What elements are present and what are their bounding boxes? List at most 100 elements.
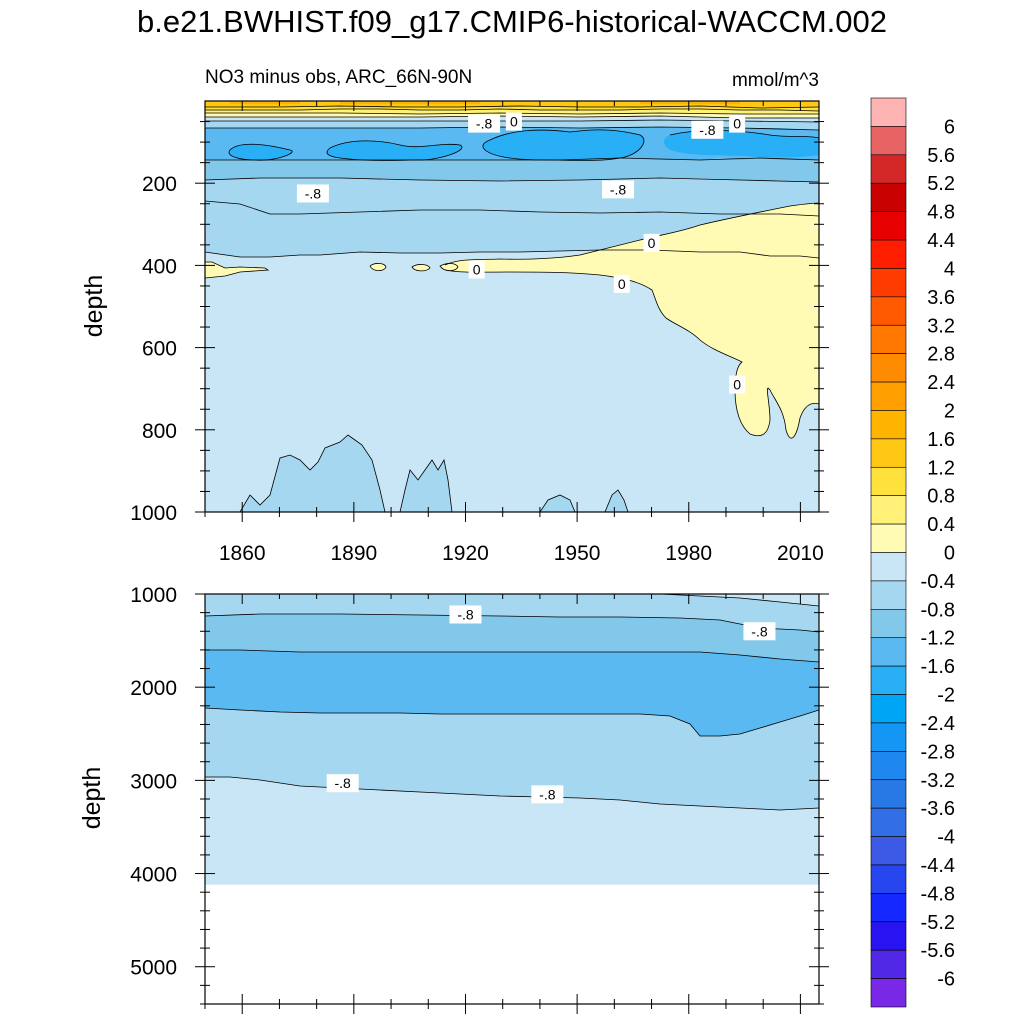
bottom-region-m16 [205, 650, 819, 736]
contour-label: 0 [648, 235, 656, 251]
contour-label-bg [468, 260, 485, 279]
colorbar-label: -5.6 [921, 940, 955, 962]
colorbar-swatch [870, 154, 907, 184]
contour-label-bg [531, 785, 564, 804]
top-region-m08-deep [205, 435, 628, 512]
colorbar-label: -2 [937, 685, 955, 707]
colorbar-swatch [870, 466, 907, 496]
contour-label-bg [602, 180, 635, 199]
colorbar-swatch [870, 126, 907, 156]
colorbar-swatch [870, 580, 907, 610]
colorbar-label: -4.4 [921, 855, 955, 877]
x-tick-label: 1980 [665, 542, 712, 565]
colorbar-label: 4 [944, 258, 955, 280]
contour-label: -.8 [751, 623, 768, 639]
colorbar: 6 5.6 5.2 4.8 4.4 4 3.6 3.2 2.8 2.4 2 1.6 1.2 0.8 0.4 0… [870, 97, 955, 1008]
colorbar-label: -0.4 [921, 571, 955, 593]
x-tick-label: 2010 [777, 542, 824, 565]
contour-label-bg [729, 114, 746, 133]
top-region-p00-block [700, 203, 819, 320]
colorbar-swatch [870, 523, 907, 553]
contour-label-bg [449, 605, 482, 624]
contour-label: -.8 [539, 786, 556, 802]
colorbar-swatch [870, 921, 907, 951]
x-tick-label: 1950 [554, 542, 601, 565]
bottom-region-m04-top [205, 594, 819, 606]
contour-label: -.8 [305, 185, 322, 201]
colorbar-swatch [870, 836, 907, 866]
colorbar-label: 4.4 [927, 230, 955, 252]
colorbar-label: -4 [937, 827, 955, 849]
contour-label-bg [691, 120, 724, 139]
contour-label-bg [729, 375, 746, 394]
top-panel-contours: -.8 0 -.8 0 -.8 -.8 0 0 0 0 [205, 101, 819, 512]
contour-label: -.8 [476, 116, 493, 132]
contour-label-bg [743, 622, 776, 641]
y-tick-label: 3000 [130, 770, 177, 793]
colorbar-label: -6 [937, 969, 955, 991]
contour-label-bg [505, 112, 522, 131]
contour-label-bg [296, 184, 329, 203]
contour-label: 0 [618, 276, 626, 292]
contour-label: 0 [510, 114, 518, 130]
top-region-p00-tongue [205, 203, 819, 439]
contour-label: -.8 [699, 122, 716, 138]
contour-label-bg [643, 233, 660, 252]
contour-label: 0 [473, 262, 481, 278]
colorbar-swatch [870, 807, 907, 837]
top-region-m20-blob [482, 129, 644, 161]
contour-label: 0 [733, 116, 741, 132]
contour-label: 0 [733, 377, 741, 393]
colorbar-swatch [870, 694, 907, 724]
bottom-contour-labels: -.8 -.8 -.8 -.8 [326, 605, 776, 804]
colorbar-swatch [870, 97, 907, 127]
top-region-m20-blob [327, 140, 462, 161]
colorbar-label: -5.2 [921, 912, 955, 934]
colorbar-label: 0 [944, 543, 955, 565]
contour-label: -.8 [610, 181, 627, 197]
figure-title: b.e21.BWHIST.f09_g17.CMIP6-historical-WA… [136, 4, 887, 39]
top-ylabel: depth [80, 275, 108, 338]
subtitle-left: NO3 minus obs, ARC_66N-90N [205, 67, 472, 88]
colorbar-swatch [870, 751, 907, 781]
colorbar-swatch [870, 268, 907, 298]
colorbar-label: 3.6 [927, 287, 955, 309]
contour-label-bg [613, 274, 630, 293]
colorbar-swatch [870, 353, 907, 383]
colorbar-swatch [870, 211, 907, 241]
colorbar-label: 2.8 [927, 344, 955, 366]
colorbar-swatch [870, 637, 907, 667]
colorbar-swatch [870, 324, 907, 354]
colorbar-label: -1.6 [921, 656, 955, 678]
top-contour-lines [205, 105, 819, 512]
colorbar-label: -2.8 [921, 741, 955, 763]
y-tick-label: 5000 [130, 957, 177, 980]
colorbar-swatch [870, 722, 907, 752]
y-tick-label: 400 [142, 255, 177, 278]
colorbar-swatch [870, 410, 907, 440]
colorbar-label: 2.4 [927, 372, 955, 394]
colorbar-swatch [870, 239, 907, 269]
colorbar-label: -2.4 [921, 713, 955, 735]
y-tick-label: 600 [142, 338, 177, 361]
colorbar-label: -3.6 [921, 798, 955, 820]
colorbar-label: 1.2 [927, 457, 955, 479]
contour-label-bg [468, 114, 501, 133]
top-contour-labels: -.8 0 -.8 0 -.8 -.8 0 0 0 0 [296, 112, 746, 394]
colorbar-swatch [870, 552, 907, 582]
y-tick-label: 1000 [130, 502, 177, 525]
bottom-ylabel: depth [78, 767, 106, 830]
top-region-p16-surface [230, 101, 740, 104]
colorbar-swatch [870, 438, 907, 468]
colorbar-label: 1.6 [927, 429, 955, 451]
colorbar-label: 4.8 [927, 202, 955, 224]
colorbar-label: 0.8 [927, 486, 955, 508]
x-tick-label: 1920 [442, 542, 489, 565]
colorbar-swatch [870, 495, 907, 525]
colorbar-label: 5.2 [927, 173, 955, 195]
colorbar-label: 3.2 [927, 315, 955, 337]
colorbar-label: 0.4 [927, 514, 955, 536]
colorbar-swatch [870, 609, 907, 639]
colorbar-swatch [870, 949, 907, 979]
